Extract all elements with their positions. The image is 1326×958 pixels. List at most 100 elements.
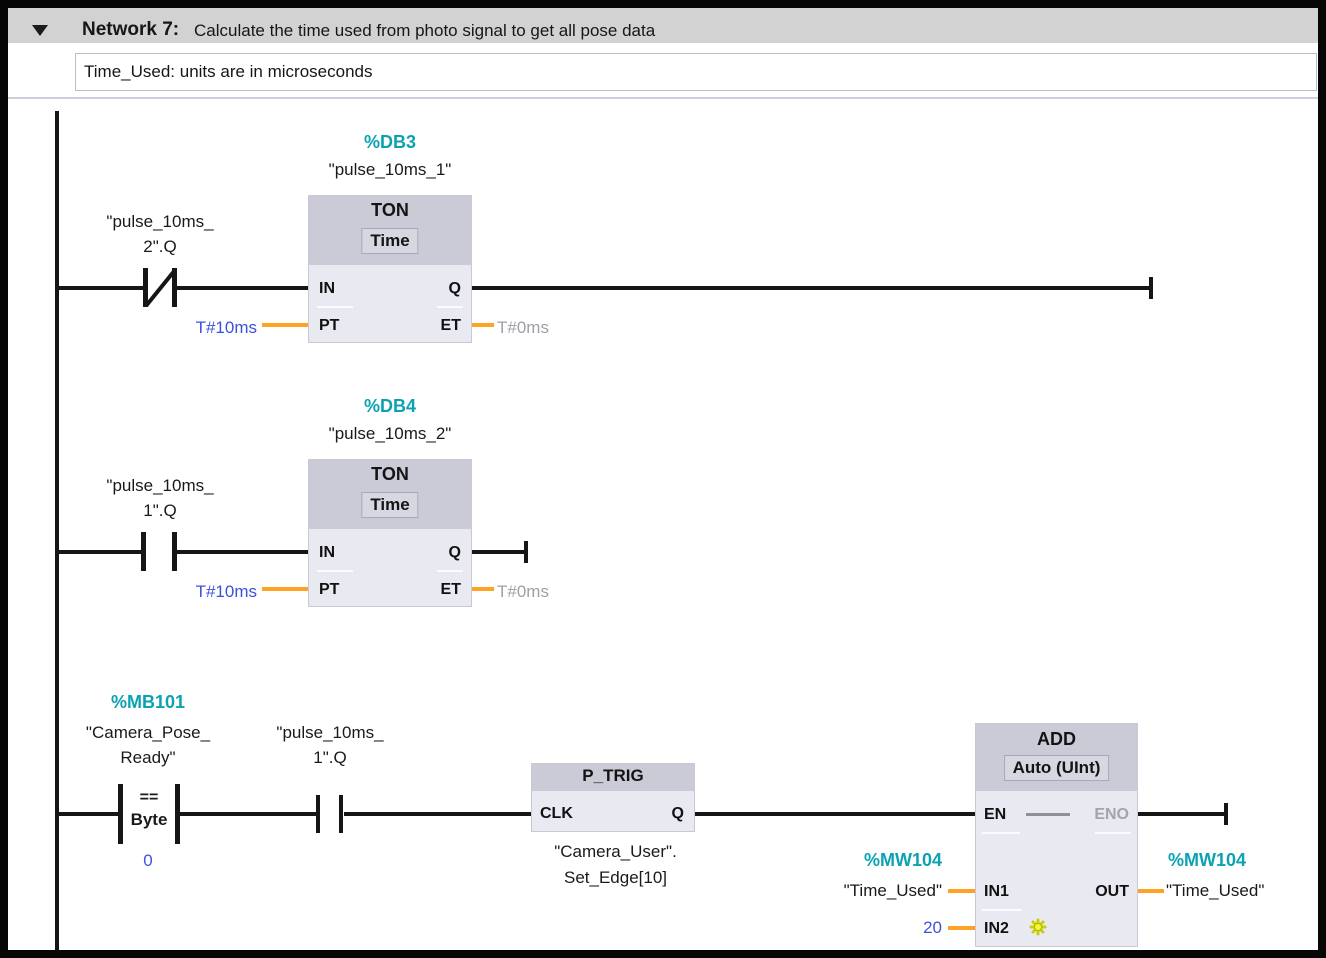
- pin-pt: PT: [319, 317, 340, 334]
- no-contact[interactable]: [312, 793, 348, 835]
- wire: [1138, 812, 1226, 816]
- power-rail: [55, 111, 59, 950]
- compare-datatype[interactable]: Byte: [130, 810, 168, 829]
- contact-bar: [172, 268, 177, 307]
- network-comment-box[interactable]: Time_Used: units are in microseconds: [75, 53, 1317, 91]
- operand-wire: [948, 889, 975, 893]
- contact-operand-line2[interactable]: 1".Q: [143, 501, 177, 520]
- wire: [180, 812, 316, 816]
- contact-bar: [175, 784, 180, 844]
- add-block[interactable]: ADD Auto (UInt) EN ENO IN1 IN2 OUT: [975, 723, 1138, 947]
- pt-value[interactable]: T#10ms: [195, 318, 257, 337]
- rung-end-terminal: [1149, 277, 1153, 299]
- pt-value[interactable]: T#10ms: [195, 582, 257, 601]
- wire: [472, 550, 526, 554]
- pin-et: ET: [440, 317, 461, 334]
- out-operand-label[interactable]: "Time_Used": [1166, 881, 1265, 900]
- operand-wire: [262, 323, 308, 327]
- separator-line: [8, 97, 1318, 99]
- compare-value[interactable]: 0: [143, 851, 153, 870]
- db-address-label[interactable]: %DB4: [363, 396, 416, 416]
- ptrig-operand-line1[interactable]: "Camera_User".: [554, 842, 677, 861]
- network-description: Calculate the time used from photo signa…: [194, 21, 656, 40]
- pin-in1: IN1: [984, 883, 1009, 900]
- wire: [57, 286, 145, 290]
- in2-value[interactable]: 20: [923, 918, 942, 937]
- network-title: Network 7:: [82, 19, 180, 40]
- et-value[interactable]: T#0ms: [497, 318, 549, 337]
- pin-separator: [982, 832, 1020, 834]
- pin-separator: [317, 570, 353, 572]
- ton-timer-block-1[interactable]: TON Time IN Q PT ET: [308, 195, 472, 343]
- changed-value-star-icon: [1029, 918, 1047, 936]
- block-title: ADD: [1037, 729, 1076, 749]
- contact-bar: [118, 784, 123, 844]
- instance-name-label[interactable]: "pulse_10ms_2": [328, 424, 452, 443]
- pin-clk: CLK: [540, 805, 573, 822]
- block-datatype[interactable]: Auto (UInt): [1003, 755, 1110, 781]
- ton-timer-block-2[interactable]: TON Time IN Q PT ET: [308, 459, 472, 607]
- wire: [695, 812, 975, 816]
- block-title: TON: [371, 200, 409, 220]
- pin-in2: IN2: [984, 920, 1009, 937]
- pin-q: Q: [448, 280, 461, 297]
- pin-q: Q: [671, 805, 684, 822]
- en-eno-wire: [1026, 813, 1070, 816]
- operand-wire: [948, 926, 975, 930]
- pin-q: Q: [448, 544, 461, 561]
- network-comment-text: Time_Used: units are in microseconds: [84, 62, 373, 81]
- block-datatype[interactable]: Time: [361, 228, 419, 254]
- contact-bar: [339, 795, 343, 833]
- contact-bar: [172, 532, 177, 571]
- pin-separator: [437, 570, 463, 572]
- operand-wire: [1138, 889, 1164, 893]
- operand-wire: [472, 323, 494, 327]
- operand-wire: [262, 587, 308, 591]
- in1-operand-label[interactable]: "Time_Used": [843, 881, 942, 900]
- block-datatype[interactable]: Time: [361, 492, 419, 518]
- wire: [472, 286, 1151, 290]
- pin-separator: [317, 306, 353, 308]
- wire: [57, 550, 143, 554]
- wire: [177, 286, 308, 290]
- pin-et: ET: [440, 581, 461, 598]
- rung-end-terminal: [524, 541, 528, 563]
- wire: [177, 550, 308, 554]
- contact-operand-line1[interactable]: "pulse_10ms_: [106, 476, 214, 495]
- compare-operand-line2[interactable]: Ready": [120, 748, 176, 767]
- pin-separator: [437, 306, 463, 308]
- wire: [57, 812, 118, 816]
- db-address-label[interactable]: %DB3: [363, 132, 416, 152]
- nc-contact[interactable]: [138, 266, 182, 310]
- block-title: P_TRIG: [582, 766, 644, 785]
- in1-address-label[interactable]: %MW104: [863, 850, 942, 870]
- pin-eno: ENO: [1094, 806, 1129, 823]
- pin-in: IN: [319, 544, 335, 561]
- block-header: TON Time: [309, 460, 471, 529]
- block-header: TON Time: [309, 196, 471, 265]
- collapse-network-icon[interactable]: [32, 25, 48, 36]
- contact-bar: [141, 532, 146, 571]
- contact-operand-line2[interactable]: 1".Q: [313, 748, 347, 767]
- contact-operand-line2[interactable]: 2".Q: [143, 237, 177, 256]
- compare-equal-contact[interactable]: == Byte: [116, 782, 182, 846]
- pin-separator: [982, 909, 1022, 911]
- wire: [344, 812, 531, 816]
- contact-operand-line1[interactable]: "pulse_10ms_: [106, 212, 214, 231]
- contact-bar: [143, 268, 148, 307]
- compare-operator: ==: [139, 789, 159, 806]
- pin-pt: PT: [319, 581, 340, 598]
- no-contact[interactable]: [136, 530, 182, 574]
- ptrig-operand-line2[interactable]: Set_Edge[10]: [563, 868, 668, 887]
- compare-operand-line1[interactable]: "Camera_Pose_: [85, 723, 211, 742]
- byte-address-label[interactable]: %MB101: [110, 692, 186, 712]
- out-address-label[interactable]: %MW104: [1168, 850, 1247, 870]
- pin-separator: [1095, 832, 1131, 834]
- et-value[interactable]: T#0ms: [497, 582, 549, 601]
- network-title-bar[interactable]: Network 7: Calculate the time used from …: [8, 8, 1318, 43]
- rung-end-terminal: [1224, 803, 1228, 825]
- contact-operand-line1[interactable]: "pulse_10ms_: [276, 723, 384, 742]
- instance-name-label[interactable]: "pulse_10ms_1": [328, 160, 452, 179]
- p-trig-block[interactable]: P_TRIG CLK Q: [531, 763, 695, 832]
